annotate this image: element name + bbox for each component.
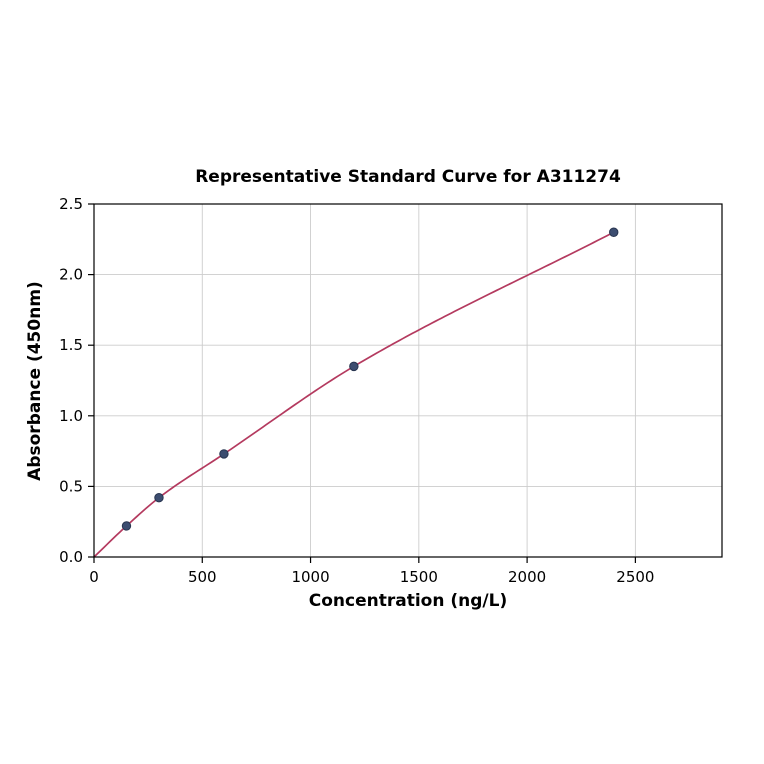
y-axis-label: Absorbance (450nm)	[25, 281, 45, 481]
points-layer	[121, 227, 619, 531]
data-point	[349, 361, 359, 372]
x-tick-label: 2000	[508, 568, 546, 586]
tick-layer	[88, 203, 636, 563]
plot-border	[93, 203, 723, 558]
y-tick-label: 1.0	[59, 407, 83, 425]
x-tick-label: 0	[89, 568, 99, 586]
data-point	[154, 492, 164, 503]
data-point	[121, 521, 132, 531]
x-tick-label: 2500	[616, 568, 654, 586]
x-axis-label: Concentration (ng/L)	[309, 591, 507, 611]
data-point	[609, 227, 619, 237]
fit-curve-line	[93, 231, 615, 558]
grid-layer	[93, 203, 722, 558]
curve-layer	[93, 231, 615, 558]
y-tick-label: 0.5	[59, 477, 83, 495]
y-tick-label: 2.0	[59, 266, 83, 284]
x-tick-label: 1000	[291, 568, 329, 586]
x-tick-label: 1500	[400, 568, 438, 586]
y-tick-label: 2.5	[59, 195, 83, 213]
y-tick-label: 1.5	[59, 336, 83, 354]
chart-title: Representative Standard Curve for A31127…	[195, 167, 621, 187]
x-tick-label: 500	[188, 568, 217, 586]
data-point	[219, 449, 229, 459]
tick-label-layer: 0 500 1000 1500 2000 2500 0.0 0.5 1.0 1.5 2.0 2.5	[59, 195, 654, 586]
y-tick-label: 0.0	[59, 548, 83, 566]
